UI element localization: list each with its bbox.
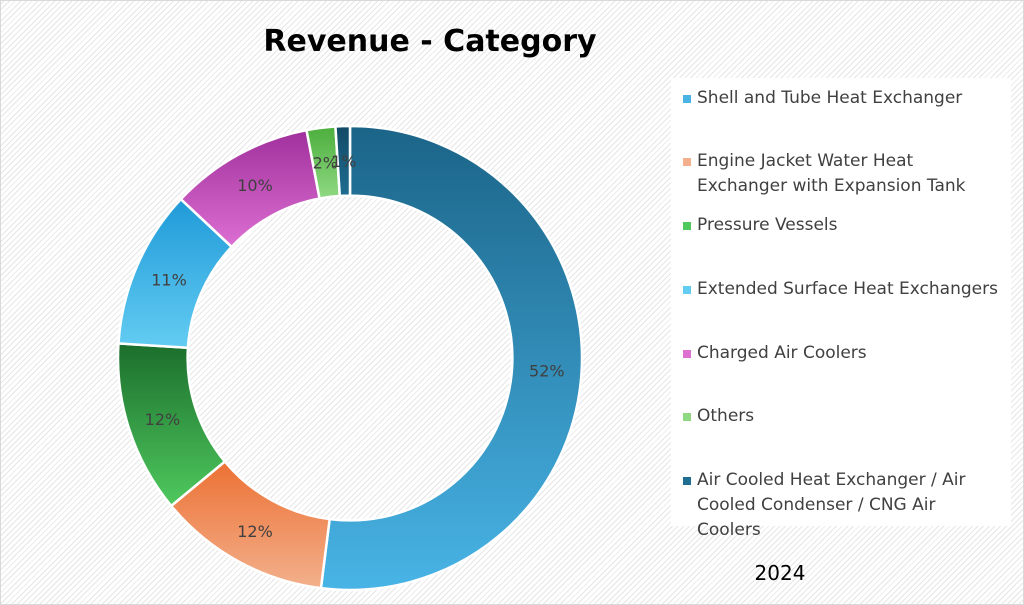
chart-title: Revenue - Category [263,24,597,59]
legend-item-shell-tube: Shell and Tube Heat Exchanger [683,86,1003,111]
year-label: 2024 [754,561,806,585]
legend-swatch [683,95,691,103]
legend-label: Extended Surface Heat Exchangers [697,279,998,299]
legend-label: Others [697,406,755,426]
legend-swatch [683,222,691,230]
legend-item-air-cooled: Air Cooled Heat Exchanger / Air Cooled C… [683,468,1003,543]
slice-air-cooled [334,124,352,198]
legend-swatch [683,477,691,485]
legend-label: Air Cooled Heat Exchanger / Air Cooled C… [697,470,966,540]
legend-label: Engine Jacket Water Heat Exchanger with … [697,151,966,196]
legend-label: Charged Air Coolers [697,343,867,363]
legend-item-pressure-vessels: Pressure Vessels [683,213,1003,238]
data-label-shell-tube: 52% [529,361,565,380]
data-label-pressure-vessels: 12% [145,410,181,429]
data-label-engine-jacket: 12% [237,522,273,541]
legend-swatch [683,413,691,421]
legend-item-charged-air: Charged Air Coolers [683,341,1003,366]
legend-label: Pressure Vessels [697,215,838,235]
data-label-others: 2% [313,153,338,172]
legend-item-extended-surface: Extended Surface Heat Exchangers [683,277,1003,302]
slice-shell-tube [319,124,584,592]
legend-swatch [683,350,691,358]
data-label-extended-surface: 11% [151,271,187,290]
legend-item-engine-jacket: Engine Jacket Water Heat Exchanger with … [683,149,1003,199]
legend-swatch [683,286,691,294]
legend-item-others: Others [683,404,1003,429]
legend-swatch [683,158,691,166]
data-label-charged-air: 10% [237,176,273,195]
legend-label: Shell and Tube Heat Exchanger [697,88,963,108]
data-label-air-cooled: 1% [331,152,356,171]
legend: Shell and Tube Heat Exchanger Engine Jac… [671,78,1011,540]
